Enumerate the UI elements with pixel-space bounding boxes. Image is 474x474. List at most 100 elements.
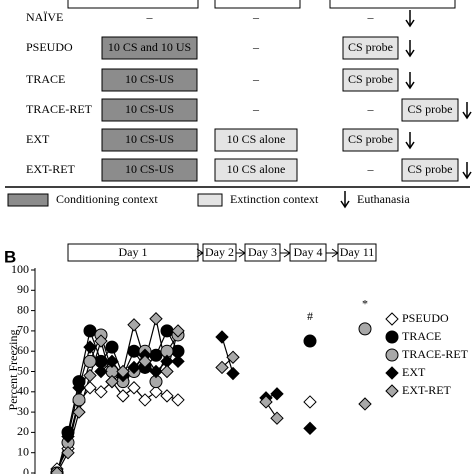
marker xyxy=(215,360,229,375)
legend-label: Conditioning context xyxy=(56,192,158,206)
protocol-text: – xyxy=(252,40,260,54)
legend-label: Euthanasia xyxy=(357,192,410,206)
protocol-box xyxy=(214,158,298,182)
series-segment xyxy=(221,336,234,374)
protocol-box xyxy=(401,98,459,122)
marker xyxy=(358,322,372,336)
marker xyxy=(116,364,130,379)
marker xyxy=(105,374,119,389)
marker xyxy=(72,393,86,407)
header-box xyxy=(67,0,199,9)
marker xyxy=(83,340,97,354)
marker xyxy=(94,385,108,399)
panel-label: B xyxy=(4,247,16,266)
marker xyxy=(72,405,86,419)
marker xyxy=(94,334,108,348)
protocol-box xyxy=(101,68,198,92)
group-label: PSEUDO xyxy=(26,40,73,54)
protocol-box xyxy=(342,68,399,92)
y-tick-label: 70 xyxy=(17,323,29,337)
protocol-box xyxy=(342,128,399,152)
y-tick-label: 80 xyxy=(17,302,29,316)
marker xyxy=(270,387,284,401)
y-tick-label: 0 xyxy=(23,465,29,474)
marker xyxy=(149,385,163,399)
legend-label: TRACE-RET xyxy=(402,347,469,361)
protocol-text: CS probe xyxy=(348,72,393,86)
annotation: * xyxy=(362,297,368,311)
marker xyxy=(50,466,64,474)
marker xyxy=(215,330,229,344)
day-label: Day 3 xyxy=(248,245,277,259)
marker xyxy=(127,318,141,332)
marker xyxy=(127,381,141,395)
protocol-text: CS probe xyxy=(348,40,393,54)
protocol-text: CS probe xyxy=(348,132,393,146)
protocol-text: 10 CS and 10 US xyxy=(108,40,191,54)
marker xyxy=(303,334,317,348)
y-tick-label: 20 xyxy=(17,424,29,438)
marker xyxy=(226,366,240,381)
marker xyxy=(259,395,273,409)
marker xyxy=(358,397,372,411)
group-label: TRACE xyxy=(26,72,65,86)
annotation: # xyxy=(307,309,313,323)
marker xyxy=(127,344,141,358)
marker xyxy=(160,389,174,403)
marker xyxy=(149,364,163,379)
marker xyxy=(149,312,163,326)
legend-marker xyxy=(385,330,399,344)
marker xyxy=(83,324,97,338)
marker xyxy=(303,395,317,409)
legend-label: Extinction context xyxy=(230,192,319,206)
arrow-head xyxy=(405,141,415,150)
header-box xyxy=(329,0,456,9)
protocol-text: 10 CS alone xyxy=(227,132,286,146)
group-label: TRACE-RET xyxy=(26,102,93,116)
protocol-text: – xyxy=(252,102,260,116)
arrow-head xyxy=(405,81,415,90)
y-tick-label: 100 xyxy=(11,262,29,276)
marker xyxy=(105,354,119,369)
legend-label: EXT xyxy=(402,365,426,379)
marker xyxy=(127,360,141,375)
marker xyxy=(105,340,119,354)
group-label: NAÏVE xyxy=(26,10,63,24)
marker xyxy=(116,389,130,403)
header-box xyxy=(214,0,301,9)
marker xyxy=(171,354,185,369)
day-label: Day 2 xyxy=(205,245,234,259)
marker xyxy=(270,411,284,425)
protocol-box xyxy=(214,128,298,152)
marker xyxy=(149,348,163,362)
legend-marker xyxy=(385,384,399,398)
marker xyxy=(83,381,97,395)
protocol-text: – xyxy=(252,10,260,24)
protocol-text: – xyxy=(367,162,375,176)
legend-label: EXT-RET xyxy=(402,383,452,397)
protocol-text: 10 CS-US xyxy=(125,162,174,176)
protocol-box xyxy=(401,158,459,182)
marker xyxy=(83,354,97,368)
protocol-text: – xyxy=(367,102,375,116)
marker xyxy=(160,364,174,379)
arrow-head xyxy=(462,111,472,120)
y-axis-label: Percent Freezing xyxy=(6,330,20,411)
protocol-text: – xyxy=(146,10,154,24)
arrow-head xyxy=(340,200,350,209)
arrow-head xyxy=(462,171,472,180)
marker xyxy=(160,324,174,338)
protocol-text: 10 CS-US xyxy=(125,72,174,86)
arrow-head xyxy=(405,49,415,58)
marker xyxy=(171,324,185,338)
protocol-text: CS probe xyxy=(408,102,453,116)
protocol-text: 10 CS alone xyxy=(227,162,286,176)
protocol-text: 10 CS-US xyxy=(125,132,174,146)
protocol-text: 10 CS-US xyxy=(125,102,174,116)
arrow-head xyxy=(405,19,415,28)
protocol-box xyxy=(101,128,198,152)
protocol-text: – xyxy=(367,10,375,24)
y-tick-label: 10 xyxy=(17,444,29,458)
